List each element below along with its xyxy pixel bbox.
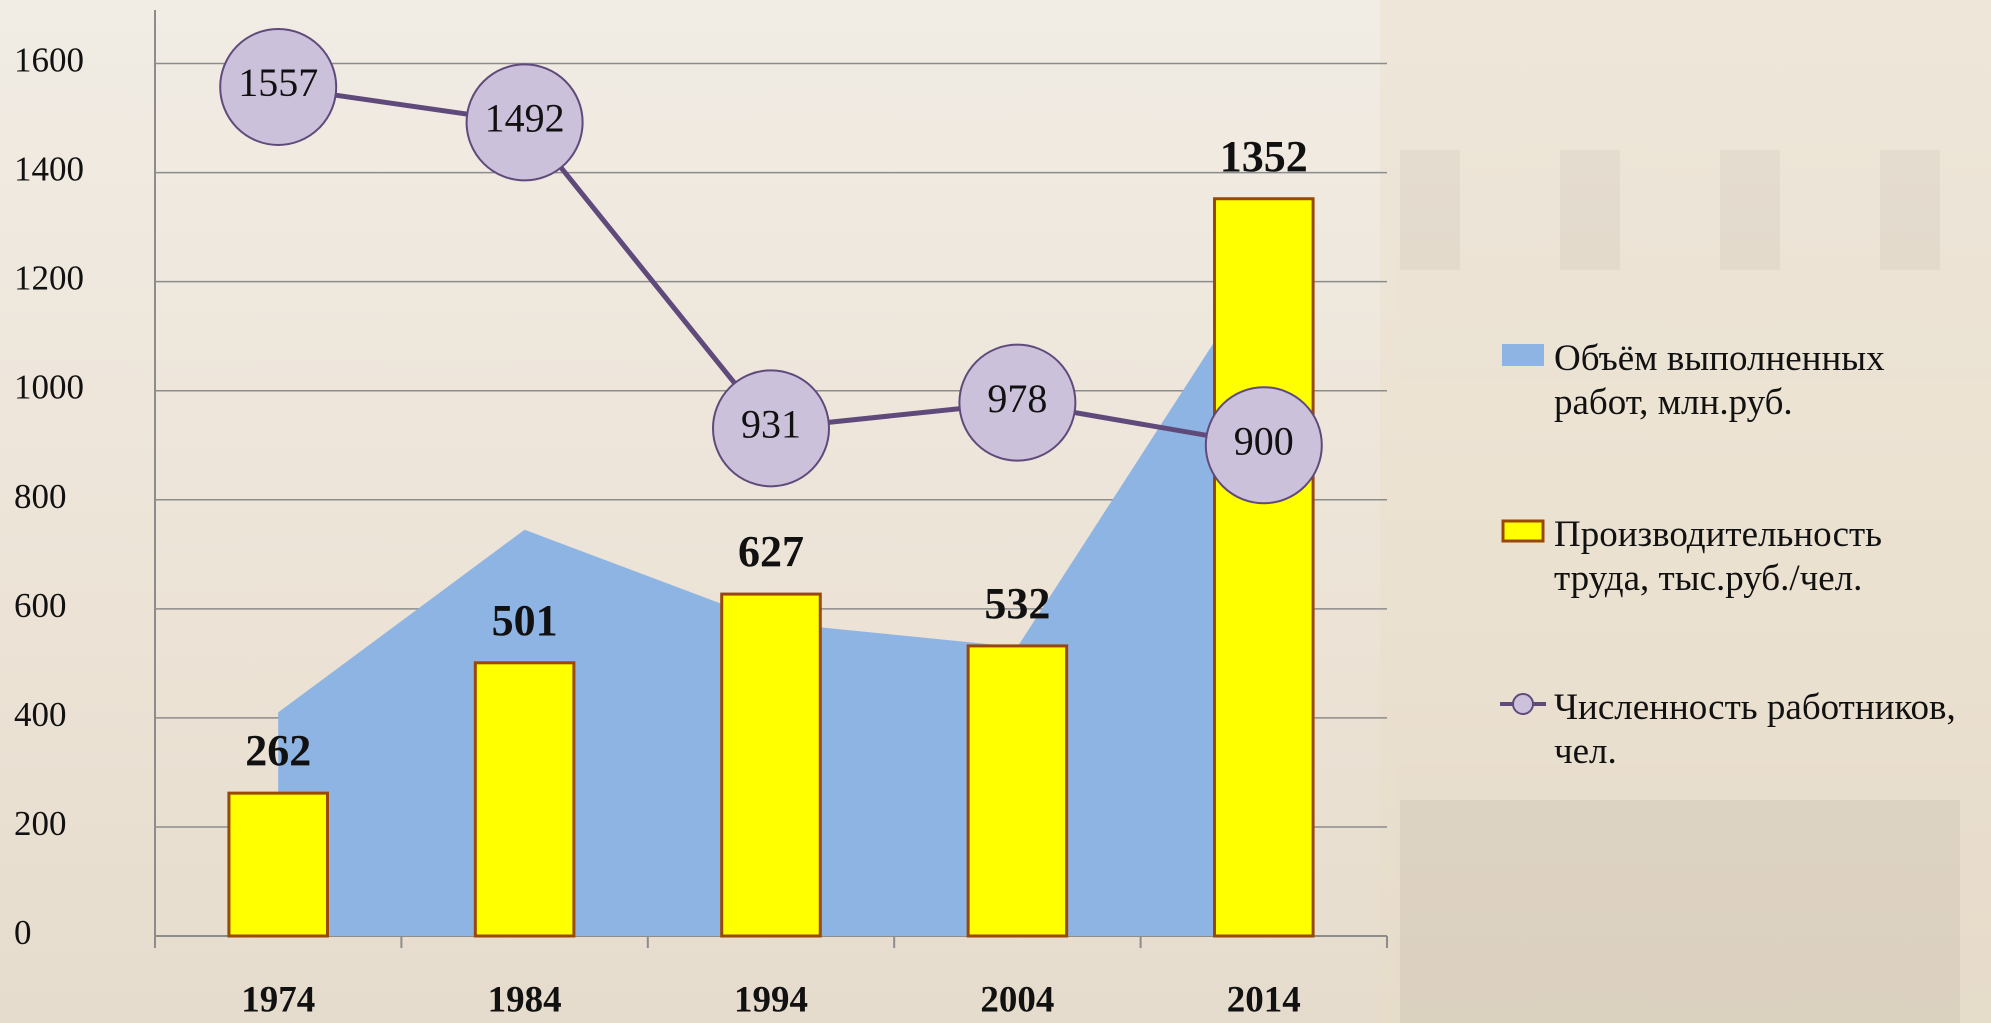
- bar: [475, 663, 574, 936]
- x-tick-label: 2014: [1227, 979, 1301, 1020]
- bar: [1215, 199, 1314, 936]
- legend-label: Производительность труда, тыс.руб./чел.: [1554, 513, 1974, 601]
- bar-value-label: 501: [492, 596, 558, 645]
- y-tick-label: 200: [14, 804, 67, 843]
- y-tick-label: 0: [14, 913, 32, 952]
- x-tick-label: 1984: [488, 979, 562, 1020]
- legend-entry: Объём выполненных работ, млн.руб.: [1498, 337, 1978, 425]
- bar: [229, 793, 328, 936]
- background-building: [1380, 0, 1991, 1023]
- x-tick-label: 1974: [241, 979, 315, 1020]
- legend-swatch: [1498, 686, 1548, 722]
- y-tick-label: 600: [14, 586, 67, 625]
- bar: [722, 594, 821, 936]
- legend-label: Объём выполненных работ, млн.руб.: [1554, 337, 1974, 425]
- y-tick-label: 1000: [14, 368, 84, 407]
- bar-value-label: 1352: [1220, 132, 1308, 181]
- line-value-label: 900: [1234, 418, 1294, 463]
- legend-label: Численность работников, чел.: [1554, 686, 1974, 774]
- swatch: [1502, 344, 1544, 366]
- line-value-label: 978: [987, 376, 1047, 421]
- y-tick-label: 800: [14, 477, 67, 516]
- line-value-label: 931: [741, 401, 801, 446]
- chart: 0 200 400 600 800 1000 1200 1400 1600 1974 1984 199…: [0, 0, 1991, 1023]
- bar-value-label: 532: [984, 579, 1050, 628]
- bar-value-label: 262: [245, 726, 311, 775]
- legend-entry: Производительность труда, тыс.руб./чел.: [1498, 513, 1978, 601]
- legend-swatch: [1498, 513, 1548, 549]
- legend-swatch: [1498, 337, 1548, 373]
- swatch: [1513, 694, 1533, 714]
- x-tick-label: 2004: [980, 979, 1054, 1020]
- legend-entry: Численность работников, чел.: [1498, 686, 1978, 774]
- y-tick-label: 400: [14, 695, 67, 734]
- bar-value-label: 627: [738, 527, 804, 576]
- y-tick-label: 1600: [14, 41, 84, 80]
- line-value-label: 1557: [238, 60, 318, 105]
- line-value-label: 1492: [485, 96, 565, 141]
- x-tick-label: 1994: [734, 979, 808, 1020]
- y-tick-label: 1200: [14, 259, 84, 298]
- bar: [968, 646, 1067, 936]
- page: 0 200 400 600 800 1000 1200 1400 1600 1974 1984 199…: [0, 0, 1991, 1023]
- y-tick-label: 1400: [14, 150, 84, 189]
- swatch: [1503, 521, 1543, 541]
